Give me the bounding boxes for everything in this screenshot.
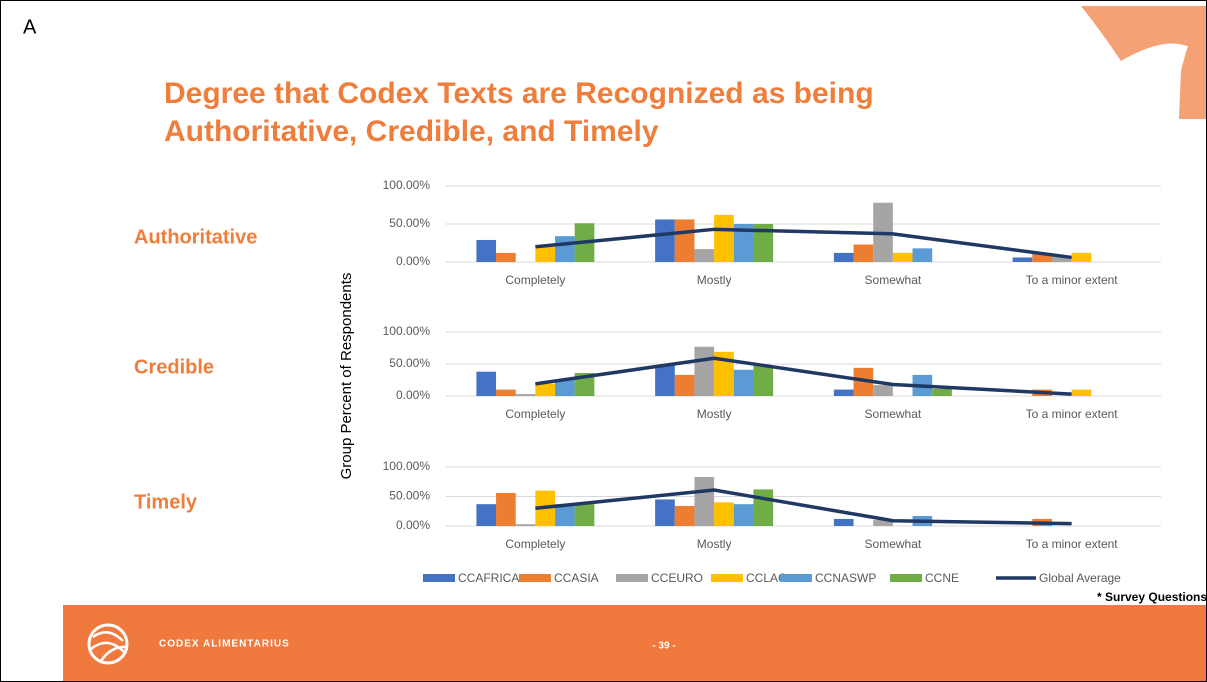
bar <box>575 504 595 526</box>
bar <box>734 370 754 396</box>
bar <box>694 477 714 526</box>
bar <box>714 215 734 262</box>
row-label: Credible <box>134 356 214 378</box>
y-tick-label: 50.00% <box>389 216 430 230</box>
x-tick-label: Somewhat <box>865 407 922 421</box>
line-series <box>535 229 1071 257</box>
bar <box>516 524 536 526</box>
bar <box>476 504 496 526</box>
bar <box>834 519 854 526</box>
bar <box>1013 257 1033 262</box>
bar <box>476 372 496 396</box>
bar <box>1072 390 1092 396</box>
row-label: Authoritative <box>134 226 257 248</box>
bar <box>753 489 773 526</box>
x-tick-label: Mostly <box>697 273 732 287</box>
bar <box>496 253 516 262</box>
legend-swatch <box>711 574 743 582</box>
bar <box>496 493 516 526</box>
bar <box>535 384 555 396</box>
note: * Survey Questions <box>1097 590 1206 604</box>
bar <box>655 219 675 262</box>
legend-swatch <box>519 574 551 582</box>
bar <box>675 219 695 262</box>
y-tick-label: 100.00% <box>383 324 431 338</box>
y-axis-label: Group Percent of Respondents <box>338 273 355 480</box>
bar <box>535 247 555 262</box>
legend-label: CCAFRICA <box>458 571 519 585</box>
bar <box>555 380 575 396</box>
x-tick-label: Somewhat <box>865 273 922 287</box>
y-tick-label: 50.00% <box>389 356 430 370</box>
bar <box>714 502 734 526</box>
title: Degree that Codex Texts are Recognized a… <box>164 75 994 151</box>
legend-swatch <box>780 574 812 582</box>
y-tick-label: 50.00% <box>389 489 430 503</box>
bar <box>734 504 754 526</box>
legend-swatch <box>423 574 455 582</box>
bar <box>1072 253 1092 262</box>
bar <box>496 390 516 396</box>
x-tick-label: To a minor extent <box>1026 273 1119 287</box>
x-tick-label: Completely <box>505 407 565 421</box>
bar <box>834 390 854 396</box>
bar <box>694 347 714 396</box>
legend-label: CCASIA <box>554 571 599 585</box>
x-tick-label: Completely <box>505 537 565 551</box>
line-series <box>535 490 1071 524</box>
bar <box>834 253 854 262</box>
legend-label: Global Average <box>1039 571 1121 585</box>
bar <box>516 394 536 396</box>
bar <box>893 253 913 262</box>
y-tick-label: 100.00% <box>383 459 431 473</box>
y-tick-label: 0.00% <box>396 518 430 532</box>
bar <box>476 240 496 262</box>
bar <box>913 248 933 262</box>
bar <box>854 245 874 262</box>
legend-swatch <box>616 574 648 582</box>
x-tick-label: Somewhat <box>865 537 922 551</box>
bar <box>655 499 675 526</box>
legend-swatch <box>890 574 922 582</box>
bar <box>753 365 773 396</box>
y-tick-label: 0.00% <box>396 254 430 268</box>
x-tick-label: Completely <box>505 273 565 287</box>
bar <box>873 385 893 396</box>
slide: A Authoritative Credible Timely Group Pe… <box>0 0 1207 682</box>
legend-label: CCNE <box>925 571 959 585</box>
row-label: Timely <box>134 491 198 513</box>
x-tick-label: Mostly <box>697 407 732 421</box>
x-tick-label: To a minor extent <box>1026 407 1119 421</box>
footer-page: - 39 - <box>652 641 675 652</box>
footer-brand: CODEX ALIMENTARIUS <box>159 639 290 650</box>
bar <box>694 249 714 262</box>
bar <box>675 506 695 526</box>
bar <box>932 389 952 396</box>
page-label: A <box>23 16 37 38</box>
bar <box>655 365 675 396</box>
bar <box>555 236 575 262</box>
bar <box>675 375 695 396</box>
y-tick-label: 0.00% <box>396 388 430 402</box>
y-tick-label: 100.00% <box>383 178 431 192</box>
legend-label: CCEURO <box>651 571 703 585</box>
x-tick-label: To a minor extent <box>1026 537 1119 551</box>
x-tick-label: Mostly <box>697 537 732 551</box>
legend-label: CCNASWP <box>815 571 876 585</box>
